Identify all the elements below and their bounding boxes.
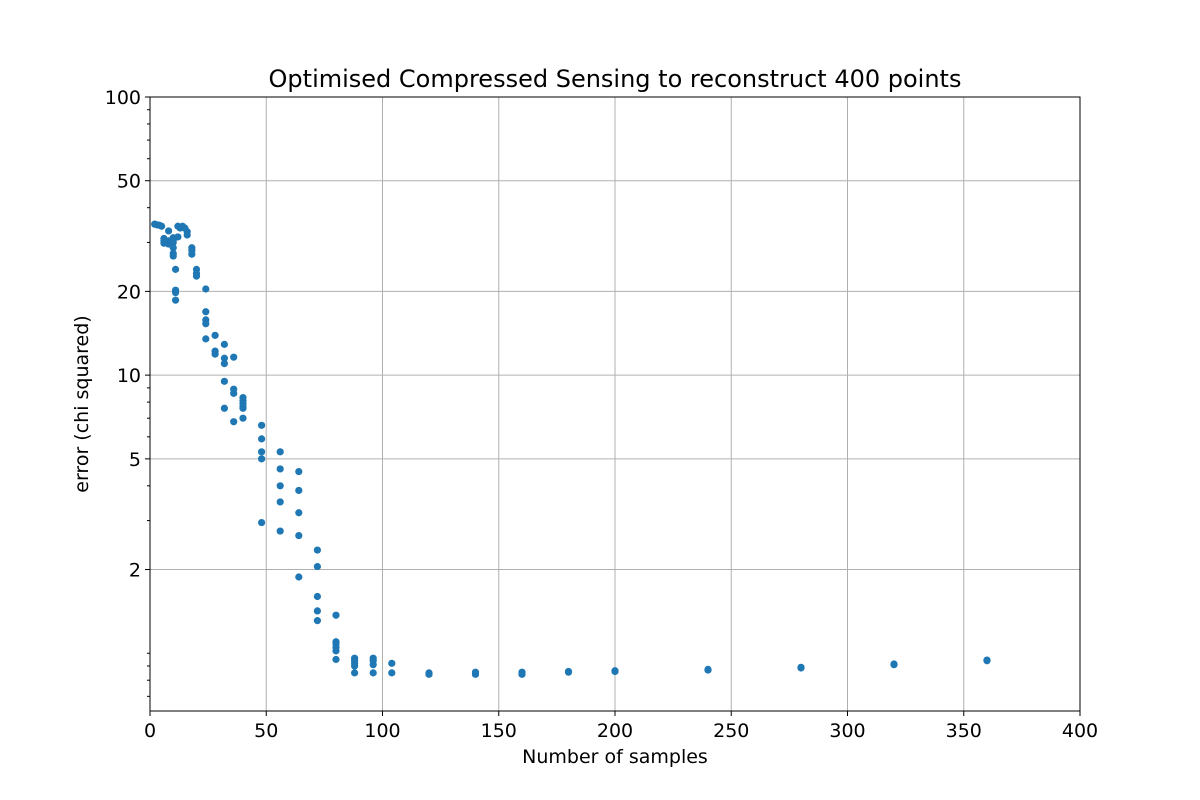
- x-tick-label: 250: [713, 720, 749, 742]
- data-point: [202, 335, 210, 343]
- data-point: [239, 404, 247, 412]
- y-tick-label: 5: [129, 449, 141, 471]
- x-tick-label: 400: [1062, 720, 1098, 742]
- data-point: [890, 661, 898, 669]
- data-point: [313, 546, 321, 554]
- data-point: [276, 498, 284, 506]
- data-point: [169, 238, 177, 247]
- data-point: [704, 666, 712, 674]
- y-tick-label: 100: [105, 87, 141, 109]
- data-point: [169, 244, 177, 252]
- data-point: [211, 350, 219, 358]
- x-tick-label: 150: [481, 720, 517, 742]
- data-point: [276, 482, 284, 490]
- data-points: [151, 220, 991, 678]
- data-point: [220, 377, 228, 385]
- data-point: [518, 670, 526, 678]
- data-point: [230, 353, 238, 361]
- data-point: [295, 531, 303, 540]
- data-point: [295, 467, 303, 476]
- x-axis-label: Number of samples: [522, 746, 708, 768]
- data-point: [258, 455, 266, 463]
- data-point: [332, 647, 340, 655]
- axes: 0 50 100 150 200 250 300 350 400 2 5 10 20 50 100: [105, 87, 1098, 742]
- data-point: [220, 404, 228, 412]
- data-point: [471, 670, 480, 678]
- x-tick-label: 50: [254, 720, 278, 742]
- data-point: [220, 354, 228, 362]
- data-point: [220, 360, 228, 368]
- data-point: [171, 289, 180, 297]
- data-point: [202, 285, 210, 293]
- data-point: [369, 661, 377, 669]
- data-point: [183, 231, 191, 239]
- y-tick-label: 20: [117, 281, 141, 303]
- data-point: [276, 465, 284, 473]
- data-point: [220, 340, 228, 348]
- x-tick-label: 300: [829, 720, 865, 742]
- x-tick-label: 350: [946, 720, 982, 742]
- data-point: [313, 592, 321, 601]
- data-point: [258, 421, 266, 429]
- x-tick-label: 100: [364, 720, 400, 742]
- data-point: [239, 414, 247, 422]
- data-point: [258, 435, 266, 443]
- data-point: [169, 252, 177, 260]
- data-point: [258, 518, 266, 527]
- data-point: [258, 448, 266, 456]
- y-axis-label: error (chi squared): [71, 315, 93, 492]
- x-tick-label: 0: [144, 720, 156, 742]
- y-tick-label: 50: [117, 171, 141, 193]
- chart-title: Optimised Compressed Sensing to reconstr…: [269, 65, 962, 93]
- data-point: [332, 611, 340, 619]
- data-point: [276, 448, 284, 456]
- y-tick-label: 2: [129, 560, 141, 582]
- data-point: [388, 659, 396, 667]
- data-point: [797, 664, 805, 672]
- data-point: [564, 668, 573, 676]
- data-point: [351, 662, 359, 670]
- data-point: [295, 509, 303, 517]
- data-point: [230, 389, 238, 397]
- data-point: [388, 669, 396, 677]
- x-tick-label: 200: [597, 720, 633, 742]
- data-point: [165, 227, 173, 235]
- data-point: [171, 265, 180, 273]
- data-point: [192, 272, 201, 280]
- data-point: [202, 308, 210, 316]
- data-point: [313, 617, 321, 625]
- data-point: [983, 657, 991, 665]
- data-point: [188, 250, 196, 258]
- data-point: [351, 669, 359, 677]
- data-point: [611, 667, 619, 676]
- data-point: [276, 527, 284, 535]
- data-point: [369, 669, 377, 677]
- data-point: [230, 418, 238, 426]
- data-point: [171, 296, 180, 304]
- data-point: [202, 320, 210, 328]
- data-point: [313, 607, 321, 615]
- data-point: [211, 331, 219, 339]
- data-point: [174, 233, 182, 241]
- data-point: [295, 486, 303, 495]
- y-tick-label: 10: [117, 365, 141, 387]
- data-point: [158, 222, 166, 230]
- data-point: [295, 573, 303, 581]
- data-point: [332, 655, 340, 664]
- data-point: [313, 562, 321, 571]
- data-point: [425, 670, 433, 678]
- grid-lines: [149, 96, 1081, 711]
